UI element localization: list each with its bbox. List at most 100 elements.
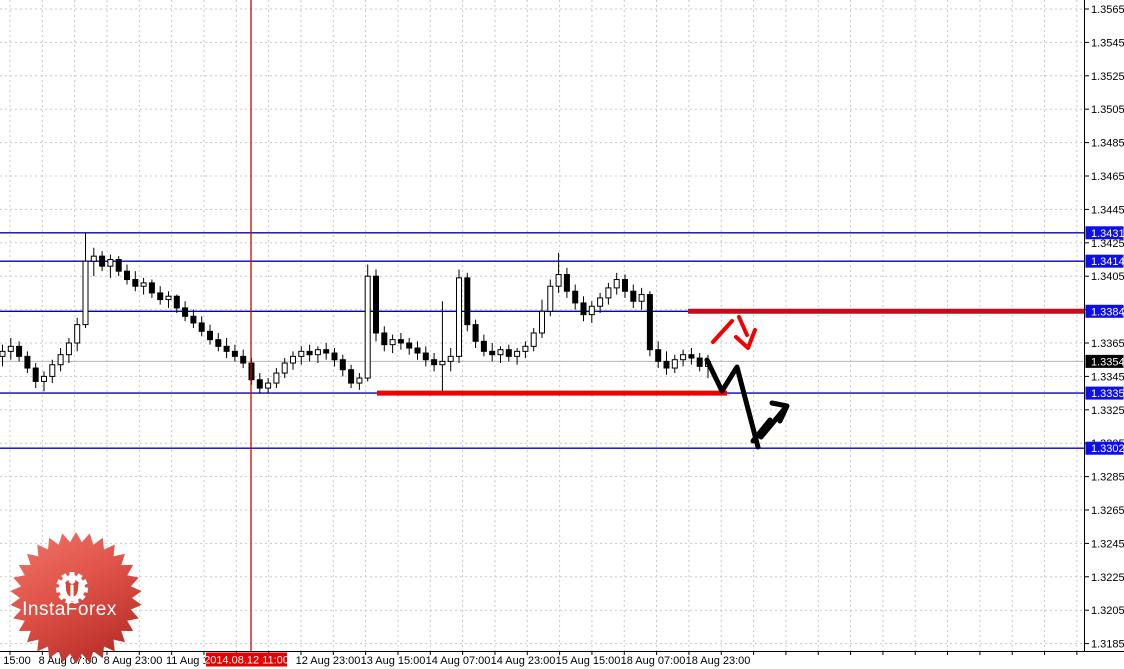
candle-body — [397, 339, 404, 344]
price-tick-label: 1.3225 — [1091, 572, 1124, 584]
price-tick-label: 1.3205 — [1091, 605, 1124, 617]
price-tag-box — [1085, 441, 1124, 455]
candle-body — [505, 349, 512, 357]
price-tick-label: 1.3265 — [1091, 505, 1124, 517]
candle-body — [215, 339, 222, 347]
price-tag-box — [1085, 226, 1124, 240]
candle-body — [339, 359, 346, 371]
price-tick-label: 1.3505 — [1091, 104, 1124, 116]
candle-body — [32, 367, 39, 382]
time-tick-label: 8 Aug 07:00 — [39, 655, 98, 667]
candle-body — [597, 297, 604, 307]
candle-body — [472, 324, 479, 342]
time-tick-label: 13 Aug 15:00 — [361, 655, 426, 667]
time-tick-label: 14 Aug 07:00 — [426, 655, 491, 667]
candle-body — [539, 310, 545, 334]
candle-body — [530, 332, 537, 347]
bull-head-dot — [68, 577, 76, 584]
instaforex-starburst-icon — [10, 532, 142, 664]
candle-body — [646, 294, 653, 351]
candle-body — [547, 285, 554, 312]
candle-body — [439, 360, 446, 366]
candle-body — [0, 350, 6, 357]
time-tick-label: 18 Aug 23:00 — [686, 655, 751, 667]
candle-body — [663, 360, 670, 369]
price-tick-label: 1.3405 — [1091, 271, 1124, 283]
price-tag-box — [1085, 254, 1124, 268]
candle-body — [298, 350, 305, 357]
arrow-stroke[interactable] — [737, 315, 749, 337]
price-tag-box — [1085, 304, 1124, 318]
candle-body — [7, 345, 14, 352]
price-tick-label: 1.3525 — [1091, 71, 1124, 83]
price-tick-label: 1.3285 — [1091, 472, 1124, 484]
candle-body — [323, 349, 330, 354]
candle-body — [273, 372, 280, 384]
candle-body — [422, 352, 429, 361]
candle-body — [49, 364, 56, 377]
price-tick-label: 1.3245 — [1091, 538, 1124, 550]
price-tag-label: 1.3431 — [1091, 228, 1124, 240]
price-tag-label: 1.3384 — [1091, 306, 1124, 318]
candle-body — [207, 330, 213, 341]
annotation-arrows[interactable] — [704, 315, 790, 450]
candle-body — [522, 345, 529, 352]
candle-body — [373, 275, 379, 334]
price-tick-label: 1.3485 — [1091, 138, 1124, 150]
candle-body — [456, 277, 462, 357]
candle-body — [132, 279, 139, 287]
candle-body — [240, 355, 247, 364]
candle-body — [331, 352, 338, 361]
time-axis[interactable]: 15:00 8 Aug 07:00 8 Aug 23:00 11 Aug 15:00 1… — [3, 652, 1078, 667]
price-axis[interactable]: 1.3565 1.3545 1.3525 1.3505 1.3485 1.3465 1.34… — [1084, 4, 1124, 651]
candle-body — [157, 292, 164, 301]
candle-body — [290, 355, 296, 364]
price-tick-label: 1.3545 — [1091, 37, 1124, 49]
arrow-stroke[interactable] — [750, 417, 773, 444]
price-tag-box — [1085, 354, 1124, 368]
price-tick-label: 1.3425 — [1091, 238, 1124, 250]
price-tag-label: 1.3302 — [1091, 443, 1124, 455]
price-tick-label: 1.3345 — [1091, 371, 1124, 383]
arrow-stroke[interactable] — [734, 328, 757, 350]
candle-body — [480, 340, 487, 352]
candle-body — [638, 294, 645, 302]
support-resistance-levels[interactable] — [0, 232, 1084, 449]
candle-body — [190, 315, 197, 324]
price-tick-label: 1.3465 — [1091, 171, 1124, 183]
candle-body — [389, 339, 396, 346]
candle-body — [314, 349, 321, 356]
candle-body — [580, 302, 587, 316]
candle-body — [464, 277, 471, 326]
chart-grid — [0, 0, 1084, 651]
candle-body — [165, 295, 172, 301]
bull-horn-right — [72, 583, 81, 600]
candle-body — [57, 354, 64, 366]
candle-body — [82, 260, 89, 326]
candle-body — [90, 255, 97, 262]
candle-body — [680, 354, 687, 361]
price-tick-label: 1.3185 — [1091, 639, 1124, 651]
candle-body — [281, 362, 288, 374]
arrow-stroke[interactable] — [704, 357, 761, 450]
event-date-box — [206, 652, 287, 667]
candle-body — [124, 270, 130, 281]
price-tag-label: 1.3414 — [1091, 256, 1124, 268]
gear-bull-icon — [55, 572, 89, 605]
candle-body — [431, 359, 438, 366]
candle-body — [630, 290, 637, 302]
price-tag-label: 1.3354 — [1091, 356, 1124, 368]
bull-horn-left — [63, 583, 72, 600]
time-tick-label: 12 Aug 23:00 — [296, 655, 361, 667]
candle-body — [622, 279, 628, 292]
candle-body — [671, 359, 678, 369]
price-tick-label: 1.3565 — [1091, 4, 1124, 16]
arrow-stroke[interactable] — [769, 400, 790, 424]
candle-body — [572, 290, 579, 304]
candle-body — [99, 255, 106, 267]
arrow-stroke[interactable] — [711, 319, 734, 344]
candle-body — [605, 287, 612, 299]
candle-body — [364, 275, 371, 379]
bull-stem — [70, 584, 74, 598]
